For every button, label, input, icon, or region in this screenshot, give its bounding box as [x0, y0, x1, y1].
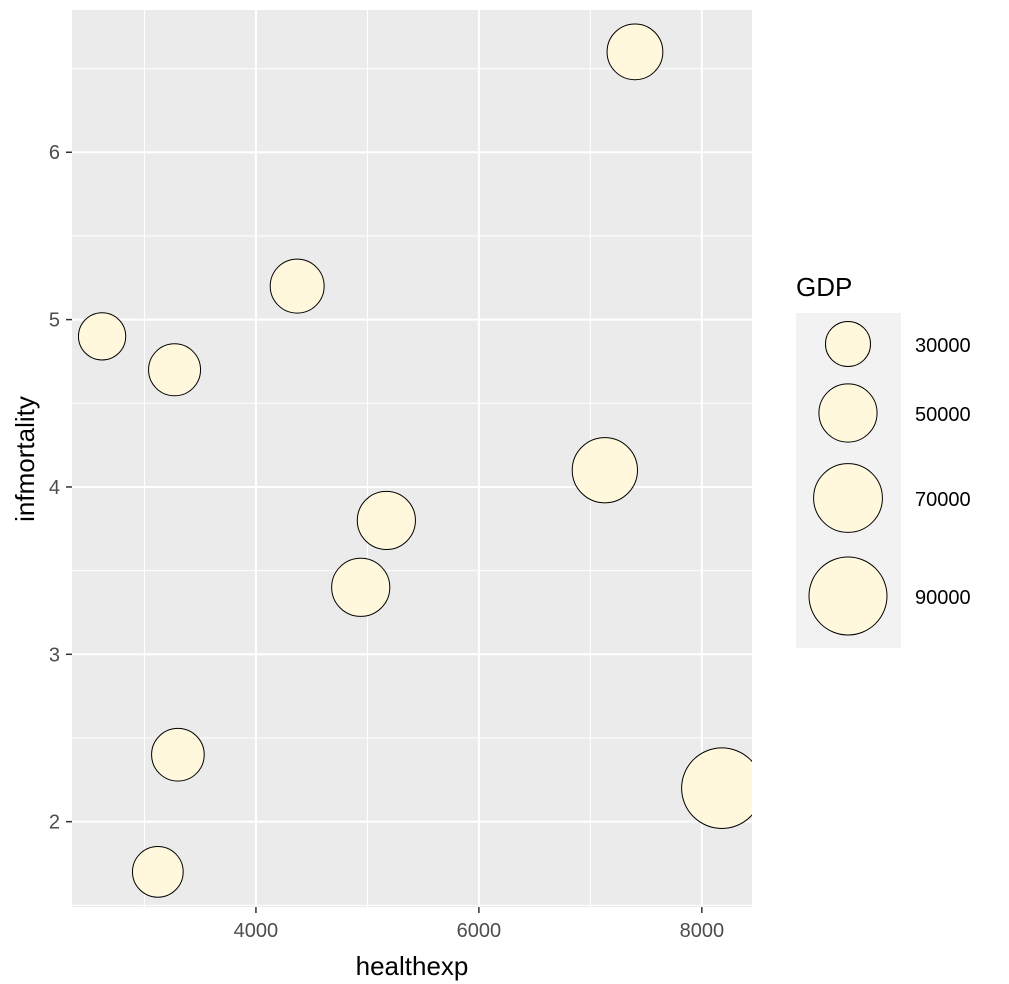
x-axis-title: healthexp [356, 951, 469, 981]
legend-label: 50000 [915, 404, 971, 426]
x-tick-label: 8000 [680, 920, 725, 942]
data-point [77, 312, 127, 361]
y-tick-label: 6 [49, 142, 60, 164]
data-point [331, 557, 391, 617]
data-point [151, 727, 205, 782]
legend-key-circle [813, 463, 883, 533]
legend-label: 90000 [915, 587, 971, 609]
data-point [269, 258, 325, 314]
data-point [571, 437, 638, 504]
legend-entries: 30000 50000 70000 90000 [808, 320, 971, 636]
data-point [131, 846, 184, 898]
x-tick-label: 6000 [457, 920, 502, 942]
legend-title: GDP [796, 272, 852, 302]
data-point [148, 343, 202, 397]
data-point [606, 23, 664, 81]
data-points [77, 23, 752, 898]
legend-label: 70000 [915, 489, 971, 511]
legend-key-circle [824, 320, 872, 368]
y-tick-label: 2 [49, 812, 60, 834]
axes: 4000 6000 8000 2 3 4 5 6 [49, 142, 724, 942]
y-axis-title: infmortality [10, 396, 40, 522]
legend-key-circle [808, 556, 888, 636]
data-point [356, 490, 416, 550]
legend-key-circle [818, 383, 878, 443]
y-tick-label: 3 [49, 644, 60, 666]
y-tick-label: 5 [49, 310, 60, 332]
legend: GDP 30000 50000 70000 90000 [796, 272, 971, 648]
data-point [681, 747, 752, 829]
x-tick-label: 4000 [234, 920, 279, 942]
grid-lines [72, 10, 752, 907]
y-tick-label: 4 [49, 477, 60, 499]
legend-label: 30000 [915, 335, 971, 357]
